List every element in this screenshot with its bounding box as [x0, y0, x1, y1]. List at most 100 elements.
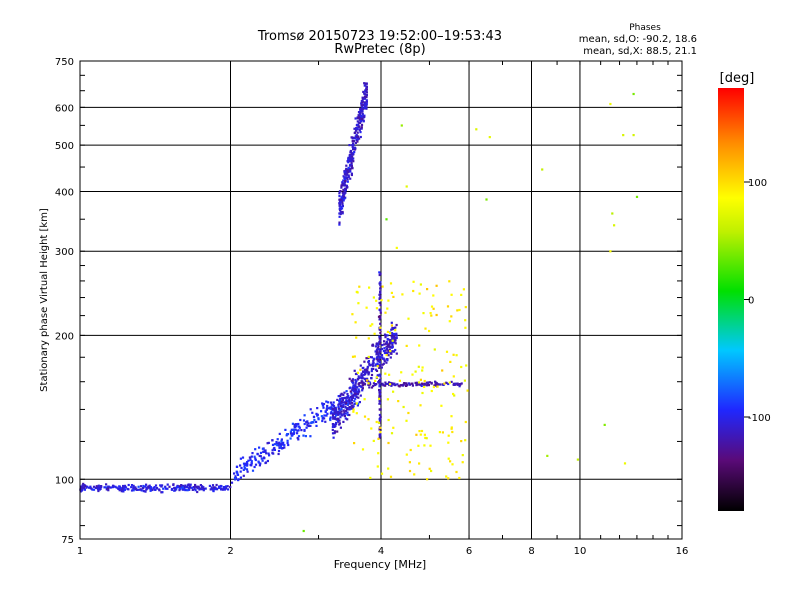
- y-tick-label: 750: [55, 57, 74, 68]
- data-point: [358, 388, 360, 390]
- data-point: [290, 437, 292, 439]
- data-point: [389, 350, 391, 352]
- data-point: [396, 337, 398, 339]
- data-point: [349, 403, 351, 405]
- data-point: [411, 374, 413, 376]
- data-point: [423, 386, 425, 388]
- data-point: [374, 364, 376, 366]
- data-point: [420, 379, 422, 381]
- data-point: [349, 387, 351, 389]
- data-point: [391, 324, 393, 326]
- data-point: [396, 324, 398, 326]
- data-point: [385, 218, 387, 220]
- data-point: [82, 484, 84, 486]
- data-point: [334, 430, 336, 432]
- data-point: [351, 402, 353, 404]
- data-point: [368, 382, 370, 384]
- data-point: [362, 91, 364, 93]
- data-point: [384, 352, 386, 354]
- data-point: [276, 444, 278, 446]
- data-point: [271, 452, 273, 454]
- data-point: [316, 407, 318, 409]
- y-tick-label: 600: [55, 103, 74, 114]
- data-point: [352, 356, 354, 358]
- data-point: [327, 401, 329, 403]
- data-point: [358, 116, 360, 118]
- data-point: [464, 380, 466, 382]
- data-point: [363, 98, 365, 100]
- data-point: [413, 473, 415, 475]
- data-point: [262, 460, 264, 462]
- data-point: [338, 224, 340, 226]
- data-point: [374, 380, 376, 382]
- data-point: [190, 484, 192, 486]
- data-point: [379, 365, 381, 367]
- data-point: [351, 167, 353, 169]
- data-point: [383, 350, 385, 352]
- data-point: [332, 418, 334, 420]
- data-point: [379, 400, 381, 402]
- data-point: [347, 158, 349, 160]
- data-point: [460, 366, 462, 368]
- data-point: [306, 422, 308, 424]
- data-point: [352, 382, 354, 384]
- data-point: [410, 449, 412, 451]
- data-point: [379, 427, 381, 429]
- data-point: [338, 423, 340, 425]
- data-point: [351, 152, 353, 154]
- data-point: [379, 356, 381, 358]
- data-point: [132, 487, 134, 489]
- data-point: [303, 429, 305, 431]
- data-point: [173, 487, 175, 489]
- data-point: [386, 308, 388, 310]
- data-point: [349, 378, 351, 380]
- data-point: [335, 418, 337, 420]
- data-point: [251, 456, 253, 458]
- data-point: [346, 397, 348, 399]
- data-point: [352, 146, 354, 148]
- data-point: [411, 383, 413, 385]
- data-point: [335, 422, 337, 424]
- data-point: [458, 309, 460, 311]
- data-point: [249, 456, 251, 458]
- data-point: [371, 323, 373, 325]
- data-point: [386, 354, 388, 356]
- data-point: [420, 434, 422, 436]
- data-point: [377, 365, 379, 367]
- data-point: [283, 447, 285, 449]
- y-tick-label: 500: [55, 141, 74, 152]
- data-point: [392, 296, 394, 298]
- data-point: [274, 443, 276, 445]
- data-point: [370, 377, 372, 379]
- data-point: [350, 392, 352, 394]
- data-point: [392, 391, 394, 393]
- data-point: [379, 323, 381, 325]
- data-point: [413, 281, 415, 283]
- data-point: [353, 442, 355, 444]
- data-point: [447, 477, 449, 479]
- data-point: [364, 383, 366, 385]
- data-point: [342, 205, 344, 207]
- data-point: [366, 307, 368, 309]
- data-point: [609, 250, 611, 252]
- data-point: [429, 468, 431, 470]
- data-point: [417, 445, 419, 447]
- data-point: [361, 112, 363, 114]
- data-point: [107, 489, 109, 491]
- data-point: [406, 185, 408, 187]
- data-point: [394, 339, 396, 341]
- data-point: [420, 384, 422, 386]
- data-point: [131, 484, 133, 486]
- data-point: [403, 382, 405, 384]
- data-point: [342, 211, 344, 213]
- data-point: [378, 336, 380, 338]
- data-point: [179, 485, 181, 487]
- data-point: [381, 473, 383, 475]
- data-point: [359, 113, 361, 115]
- data-point: [455, 471, 457, 473]
- data-point: [103, 486, 105, 488]
- data-point: [354, 147, 356, 149]
- data-point: [351, 156, 353, 158]
- data-point: [239, 464, 241, 466]
- data-point: [394, 327, 396, 329]
